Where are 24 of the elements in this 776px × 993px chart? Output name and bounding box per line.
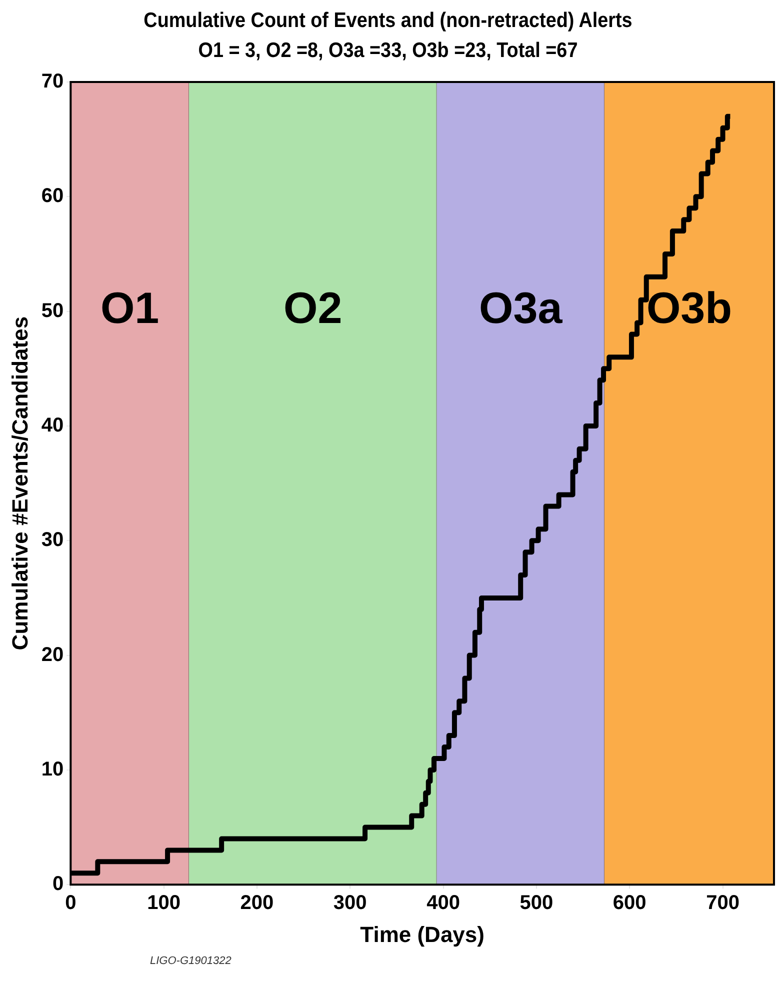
x-tick-label: 300 (333, 892, 367, 914)
y-tick-label: 70 (41, 70, 64, 93)
x-tick-label: 500 (520, 892, 554, 914)
band-label: O3a (479, 284, 563, 333)
chart-title: Cumulative Count of Events and (non-retracted) Alerts (142, 8, 634, 34)
band-label: O2 (284, 284, 342, 333)
y-tick-label: 10 (41, 758, 64, 780)
x-tick-label: 200 (240, 892, 274, 914)
y-tick-label: 50 (41, 300, 64, 322)
chart-subtitle: O1 = 3, O2 =8, O3a =33, O3b =23, Total =67 (197, 38, 579, 64)
y-tick-label: 40 (41, 414, 64, 436)
y-tick-label: 20 (41, 644, 64, 666)
band-label: O1 (100, 284, 160, 333)
y-tick-label: 30 (41, 529, 64, 552)
x-tick-label: 400 (426, 892, 460, 914)
band-label: O3b (646, 284, 732, 333)
x-axis-title: Time (Days) (360, 922, 484, 947)
x-tick-label: 100 (147, 892, 180, 914)
y-axis-title: Cumulative #Events/Candidates (7, 316, 32, 650)
y-tick-label: 0 (52, 873, 64, 896)
text: LIGO-G1901322 (150, 955, 232, 967)
x-tick-label: 600 (612, 892, 646, 914)
x-tick-label: 700 (706, 892, 740, 914)
y-tick-label: 60 (41, 185, 64, 208)
